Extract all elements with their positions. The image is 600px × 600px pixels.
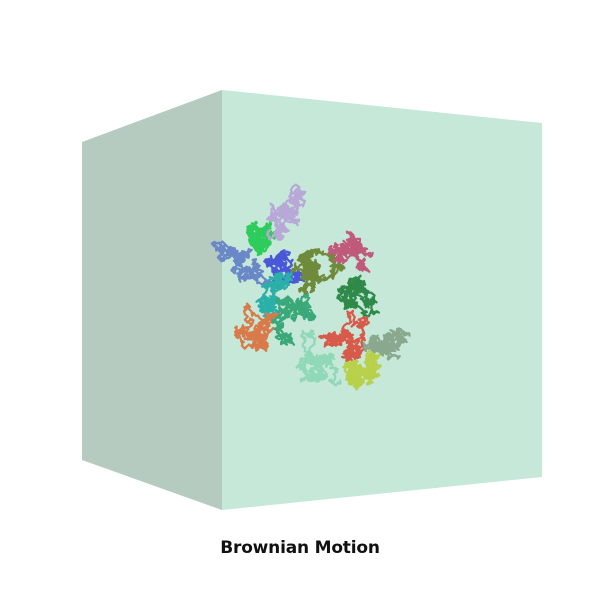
walk-magenta: [327, 230, 374, 273]
walk-yellow-green: [342, 348, 382, 391]
walk-teal: [255, 270, 293, 320]
walk-red: [318, 309, 370, 362]
figure-caption: Brownian Motion: [220, 538, 380, 558]
walk-sea-green: [271, 293, 317, 346]
walk-mint: [295, 329, 342, 387]
cube-side-face: [82, 90, 222, 510]
walk-lavender: [265, 183, 307, 241]
walk-grey-green: [361, 327, 411, 361]
walk-dark-green: [336, 274, 380, 318]
walk-olive: [290, 247, 346, 296]
random-walk-paths: [210, 183, 411, 391]
walk-green-bright: [245, 220, 279, 257]
walk-steel-blue: [210, 240, 271, 286]
walk-orange: [234, 302, 281, 352]
